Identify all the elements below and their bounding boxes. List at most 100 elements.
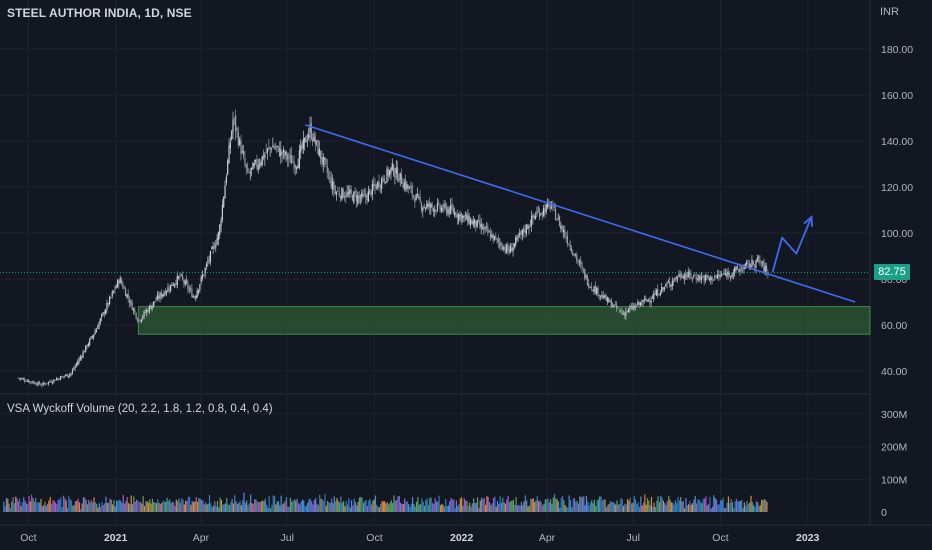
candle-body <box>626 310 628 312</box>
candle-body <box>321 156 323 163</box>
volume-bar <box>239 501 241 512</box>
volume-bar <box>657 496 659 512</box>
volume-bar <box>40 498 42 512</box>
volume-bar <box>560 497 562 512</box>
volume-bar <box>248 503 250 512</box>
candle-body <box>201 275 204 279</box>
candle-body <box>187 282 189 290</box>
candle-body <box>298 150 300 168</box>
volume-bar <box>504 503 507 512</box>
volume-bar <box>187 496 189 512</box>
indicator-label[interactable]: VSA Wyckoff Volume (20, 2.2, 1.8, 1.2, 0… <box>7 403 273 415</box>
volume-bar <box>636 504 638 512</box>
candle-body <box>617 307 619 309</box>
candle-body <box>119 278 121 284</box>
projection-path[interactable] <box>771 216 813 273</box>
candle-body <box>438 202 440 204</box>
volume-bar <box>754 506 756 512</box>
volume-bar <box>409 507 411 512</box>
volume-bar <box>189 496 191 512</box>
volume-bar <box>179 502 181 512</box>
candle-body <box>443 203 445 209</box>
volume-bar <box>641 505 643 512</box>
candle-body <box>707 275 709 279</box>
candle-body <box>199 284 201 290</box>
candle-body <box>362 195 364 196</box>
candle-body <box>393 164 395 176</box>
volume-bar <box>547 498 549 512</box>
candle-body <box>33 382 35 384</box>
candle-body <box>326 166 328 173</box>
candle-body <box>467 214 469 223</box>
volume-bar <box>39 502 41 512</box>
candle-body <box>276 145 278 148</box>
volume-bar <box>544 499 546 512</box>
candle-body <box>641 303 643 305</box>
volume-bar <box>557 501 560 512</box>
candle-body <box>627 308 630 312</box>
candle-body <box>679 273 681 278</box>
volume-bar <box>141 503 143 512</box>
candle-body <box>452 208 454 213</box>
volume-bar <box>549 499 552 512</box>
candle-body <box>558 216 561 227</box>
candle-body <box>606 297 608 302</box>
volume-bar <box>250 494 252 512</box>
candle-body <box>197 289 200 293</box>
candle-body <box>450 205 452 214</box>
volume-bar <box>522 505 524 512</box>
trendline[interactable] <box>305 124 856 303</box>
candle-body <box>485 225 488 229</box>
x-tick-label: 2022 <box>450 532 474 544</box>
volume-bar <box>701 503 703 512</box>
candle-body <box>203 274 205 276</box>
volume-bar <box>603 499 605 512</box>
candle-body <box>463 216 465 218</box>
volume-bar <box>605 507 607 512</box>
drawings[interactable] <box>0 124 870 303</box>
volume-bar <box>637 502 639 512</box>
volume-bar <box>8 503 10 512</box>
candle-body <box>188 289 190 291</box>
candle-body <box>653 294 655 300</box>
volume-bar <box>697 499 699 512</box>
candle-body <box>22 378 24 380</box>
candle-body <box>561 226 563 230</box>
candle-body <box>674 278 676 281</box>
volume-bar <box>542 505 544 512</box>
volume-bar <box>579 496 581 512</box>
volume-bar <box>85 499 87 512</box>
candle-body <box>221 204 224 220</box>
arrow-head[interactable] <box>803 214 813 227</box>
volume-bar <box>524 495 526 512</box>
candle-body <box>462 215 464 219</box>
candle-body <box>590 286 592 289</box>
volume-bar <box>254 499 256 512</box>
candle-body <box>209 251 212 262</box>
candle-body <box>735 266 737 270</box>
candle-body <box>483 227 485 230</box>
volume-bar <box>491 503 493 512</box>
volume-bar <box>244 503 246 512</box>
candle-body <box>346 192 348 196</box>
candle-body <box>343 195 346 198</box>
candle-body <box>329 176 331 178</box>
volume-bar <box>252 503 254 512</box>
candle-body <box>633 306 635 310</box>
candle-body <box>235 115 237 132</box>
candle-body <box>688 271 691 275</box>
candle-body <box>637 302 639 306</box>
candle-body <box>418 196 420 198</box>
candle-body <box>87 344 89 347</box>
candle-body <box>609 300 611 302</box>
candle-body <box>446 206 448 214</box>
candle-body <box>675 276 677 279</box>
candle-body <box>377 181 379 188</box>
candle-body <box>93 334 95 338</box>
volume-bar <box>130 495 132 512</box>
candle-body <box>317 140 319 155</box>
candle-body <box>497 239 500 242</box>
candle-body <box>302 139 304 149</box>
candle-body <box>327 174 330 176</box>
